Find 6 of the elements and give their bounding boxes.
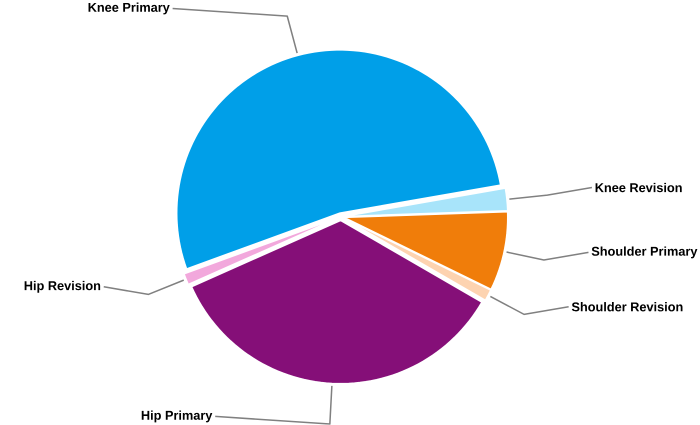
slice-label: Shoulder Primary: [592, 246, 698, 258]
slice-label: Knee Revision: [596, 182, 682, 192]
slice-label: Hip Revision: [24, 280, 100, 293]
slice-label: Knee Primary: [88, 2, 170, 14]
slice-label: Shoulder Revision: [572, 302, 682, 312]
slice-label: Hip Primary: [142, 410, 212, 422]
